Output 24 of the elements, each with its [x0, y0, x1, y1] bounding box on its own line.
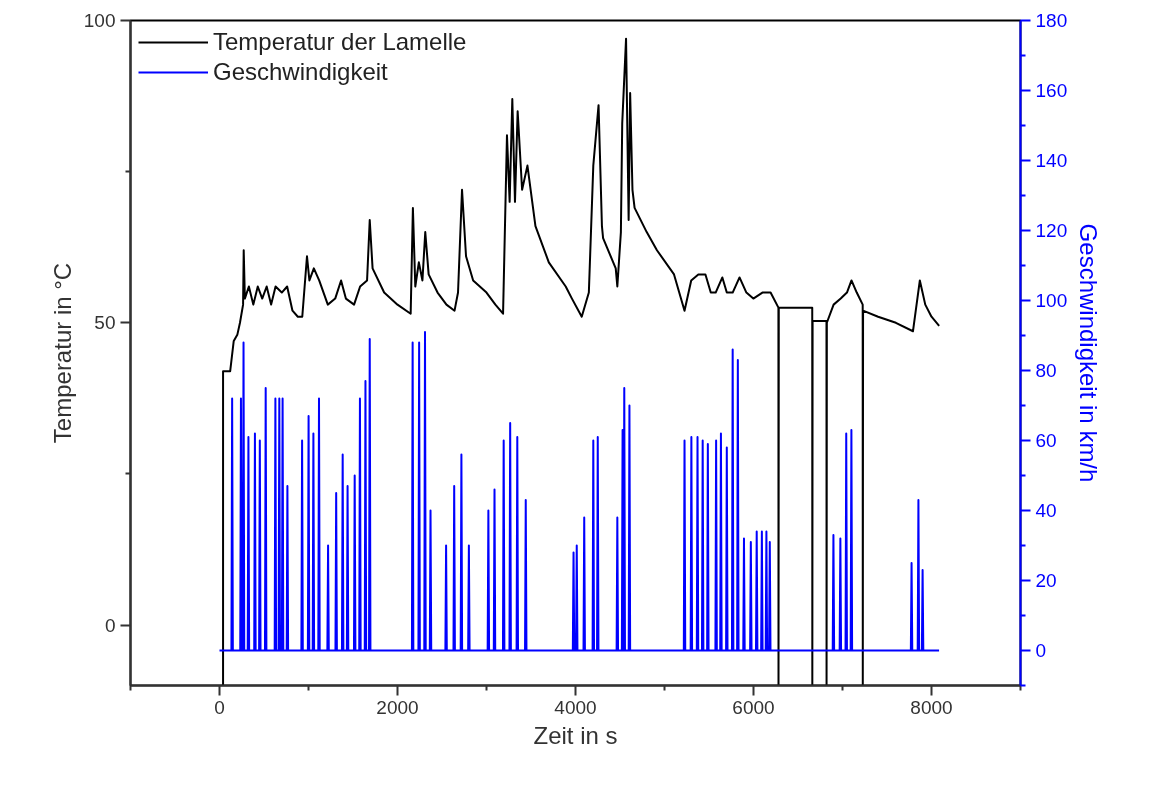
y2-tick-label: 120: [1035, 220, 1068, 241]
y2-axis-title: Geschwindigkeit in km/h: [1075, 223, 1103, 483]
y-tick-label: 50: [94, 312, 116, 334]
y2-tick-label: 40: [1035, 500, 1057, 521]
x-tick-label: 2000: [376, 696, 419, 718]
y2-tick-label: 60: [1035, 430, 1057, 451]
y2-tick-label: 180: [1035, 10, 1068, 31]
legend-label: Geschwindigkeit: [213, 58, 388, 86]
line-series: [218, 331, 941, 652]
y-axis-title: Temperatur in °C: [48, 262, 76, 444]
y2-tick-label: 100: [1035, 290, 1068, 311]
x-tick-label: 6000: [732, 696, 775, 718]
x-tick-label: 8000: [910, 696, 953, 718]
y2-tick-label: 140: [1035, 150, 1068, 171]
x-tick-label: 4000: [554, 696, 597, 718]
y-tick-label: 0: [104, 614, 116, 636]
legend-label: Temperatur der Lamelle: [213, 28, 467, 56]
x-axis-title: Zeit in s: [533, 721, 618, 749]
y2-tick-label: 80: [1035, 360, 1057, 381]
x-tick-label: 0: [214, 696, 225, 718]
y2-tick-label: 20: [1035, 570, 1057, 591]
y2-tick-label: 160: [1035, 80, 1068, 101]
y2-tick-label: 0: [1035, 640, 1047, 661]
y-tick-label: 100: [83, 10, 116, 31]
